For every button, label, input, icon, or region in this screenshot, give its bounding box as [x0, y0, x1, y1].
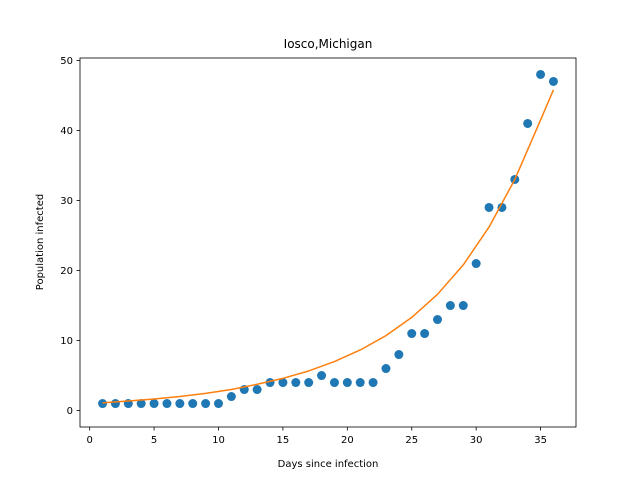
- data-point: [368, 378, 378, 388]
- x-tick-label: 20: [341, 435, 354, 446]
- data-point: [355, 378, 365, 388]
- fit-curve-line: [102, 89, 555, 404]
- data-point: [110, 399, 120, 409]
- data-point: [523, 118, 533, 128]
- data-point: [162, 399, 172, 409]
- chart-title: Iosco,Michigan: [284, 37, 373, 51]
- data-point: [548, 76, 558, 86]
- y-axis-label: Population infected: [35, 194, 46, 290]
- data-point: [304, 378, 314, 388]
- x-tick-label: 10: [212, 435, 225, 446]
- y-tick-label: 10: [60, 336, 73, 347]
- data-point: [291, 378, 301, 388]
- y-tick-label: 40: [60, 126, 73, 137]
- data-point: [175, 399, 185, 409]
- data-point: [317, 371, 327, 381]
- x-tick-label: 35: [534, 435, 547, 446]
- data-point: [458, 301, 468, 311]
- y-tick-label: 30: [60, 196, 73, 207]
- data-point: [278, 378, 288, 388]
- x-tick-label: 0: [86, 435, 92, 446]
- data-point: [252, 385, 262, 395]
- x-tick-label: 25: [405, 435, 418, 446]
- data-point: [136, 399, 146, 409]
- data-point: [445, 301, 455, 311]
- plot-area: [98, 69, 558, 409]
- data-point: [497, 202, 507, 212]
- x-axis-label: Days since infection: [278, 459, 379, 470]
- x-tick-label: 5: [151, 435, 157, 446]
- data-point: [471, 259, 481, 269]
- axes: 0 5 10 15 20 25 30 35 0 10 20 30 40 50: [60, 56, 577, 446]
- data-point: [484, 202, 494, 212]
- axes-frame: [79, 57, 577, 428]
- x-tick-label: 30: [470, 435, 483, 446]
- data-point: [342, 378, 352, 388]
- data-point: [149, 399, 159, 409]
- data-point: [188, 399, 198, 409]
- y-tick-label: 0: [67, 406, 73, 417]
- data-point: [433, 315, 443, 325]
- data-point: [226, 392, 236, 402]
- data-point: [394, 350, 404, 360]
- x-tick-label: 15: [277, 435, 290, 446]
- data-point: [420, 329, 430, 339]
- data-point: [381, 364, 391, 374]
- data-point: [213, 399, 223, 409]
- y-tick-label: 20: [60, 266, 73, 277]
- data-point: [329, 378, 339, 388]
- data-point: [201, 399, 211, 409]
- data-point: [407, 329, 417, 339]
- y-tick-label: 50: [60, 56, 73, 67]
- data-point: [98, 399, 108, 409]
- data-point: [536, 69, 546, 79]
